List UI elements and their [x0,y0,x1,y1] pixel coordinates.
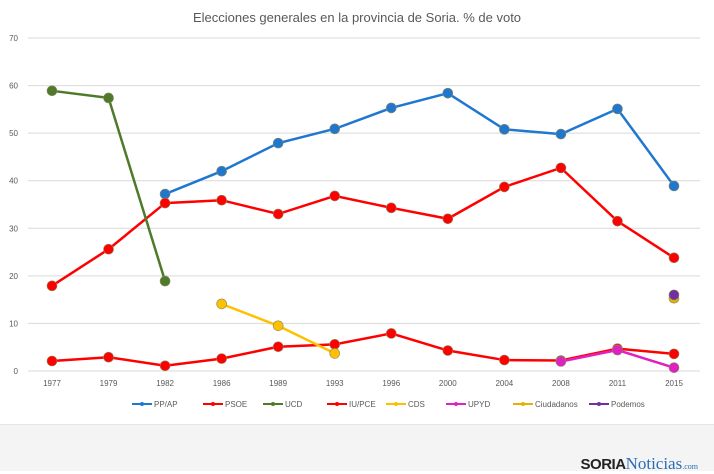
data-point [442,213,454,225]
data-point [103,351,114,363]
series-line [51,332,675,368]
legend-label: Podemos [611,400,645,409]
line-chart: Elecciones generales en la provincia de … [9,10,700,409]
legend-marker [335,402,339,406]
data-point [499,181,510,193]
data-point [668,180,680,192]
soria-noticias-logo: SORIANoticias.com [580,454,698,473]
series-ucd [46,85,171,287]
legend-marker [454,402,458,406]
data-point [612,103,623,115]
legend-label: UCD [285,400,303,409]
legend-label: IU/PCE [349,400,376,409]
data-point [216,353,227,364]
data-point [159,188,171,200]
data-point [499,124,510,135]
legend-marker [140,402,144,406]
data-point [668,289,680,301]
series-line [164,91,676,196]
data-point [46,280,58,292]
y-tick-label: 0 [14,367,19,376]
x-tick-label: 1986 [213,379,231,388]
series-iupce [46,328,680,372]
data-point [329,123,341,135]
y-tick-label: 40 [9,177,18,186]
legend-label: Ciudadanos [535,400,578,409]
legend-label: PSOE [225,400,247,409]
legend-marker [211,402,215,406]
series-cds [216,298,341,359]
y-tick-label: 70 [9,34,18,43]
footer [0,424,714,471]
data-point [555,356,567,367]
data-point [159,197,171,209]
data-point [272,320,284,332]
legend-label: CDS [408,400,425,409]
data-point [159,275,171,287]
data-point [46,85,58,97]
series-psoe [46,162,680,292]
data-point [103,92,114,104]
legend-marker [597,402,601,406]
data-point [46,355,58,367]
data-point [272,208,284,220]
data-point [329,339,341,350]
legend-label: PP/AP [154,400,178,409]
x-tick-label: 2011 [609,379,627,388]
data-point [216,298,227,310]
series-upyd [555,344,680,373]
data-point [668,252,680,264]
series-podemos [668,289,680,301]
x-tick-label: 1993 [326,379,344,388]
data-point [103,243,114,255]
x-tick-label: 2015 [665,379,683,388]
data-point [612,215,623,227]
data-point [329,348,341,359]
x-tick-label: 1982 [156,379,174,388]
series-ppap [159,87,680,200]
y-tick-label: 20 [9,272,18,281]
y-tick-label: 60 [9,82,18,91]
legend-marker [271,402,275,406]
y-tick-label: 10 [9,319,18,328]
x-tick-label: 1977 [43,379,61,388]
data-point [555,128,567,140]
x-tick-label: 2000 [439,379,457,388]
x-tick-label: 1996 [382,379,400,388]
x-tick-label: 1989 [269,379,287,388]
data-point [385,328,397,339]
chart-title: Elecciones generales en la provincia de … [193,10,521,25]
series-line [51,166,675,287]
data-point [555,162,567,174]
data-point [385,202,397,214]
y-tick-label: 50 [9,129,18,138]
x-tick-label: 1979 [100,379,118,388]
x-tick-label: 2008 [552,379,570,388]
data-point [272,137,284,149]
data-point [385,102,397,114]
data-point [442,345,454,356]
data-point [216,165,227,177]
data-point [159,360,171,372]
legend-marker [394,402,398,406]
data-point [668,348,680,360]
data-point [216,194,227,206]
legend-marker [521,402,525,406]
data-point [612,344,623,356]
x-tick-label: 2004 [495,379,513,388]
legend-label: UPYD [468,400,490,409]
data-point [499,354,510,366]
data-point [442,87,454,99]
data-point [272,341,284,353]
y-tick-label: 30 [9,224,18,233]
data-point [668,362,680,373]
data-point [329,190,341,202]
